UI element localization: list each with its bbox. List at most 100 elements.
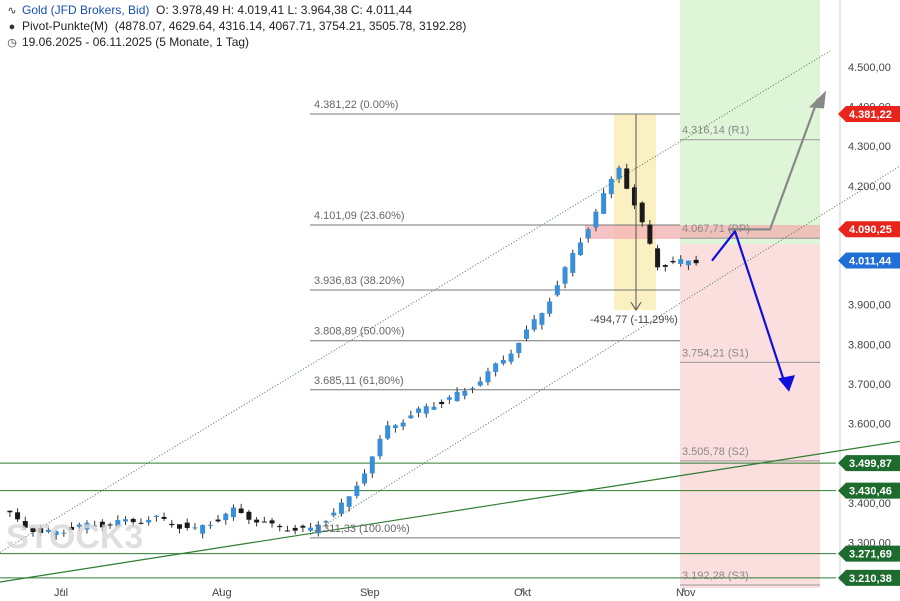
- y-tick-label-2: 3.600,00: [848, 419, 891, 431]
- x-tick-label-1: Aug: [212, 587, 232, 599]
- candle-body-19: [153, 515, 159, 517]
- fib-label-3: 3.808,89 (50.00%): [314, 326, 405, 338]
- candle-body-51: [400, 422, 406, 427]
- candle-body-83: [647, 224, 653, 244]
- candle-body-64: [500, 359, 506, 364]
- chart-line-icon: ∿: [7, 5, 17, 17]
- pivot-label-0: 4.316,14 (R1): [682, 125, 749, 137]
- candle-body-42: [331, 512, 337, 516]
- candle-body-50: [392, 425, 398, 429]
- y-tick-label-1: 3.400,00: [848, 498, 891, 510]
- price-tag-label-1: 4.090,25: [849, 224, 892, 236]
- candle-body-27: [215, 519, 221, 522]
- candle-body-41: [323, 520, 329, 523]
- candle-body-14: [115, 520, 121, 527]
- candle-body-29: [230, 507, 236, 518]
- correction-annotation: -494,77 (-11,29%): [590, 314, 678, 326]
- clock-icon: ◷: [7, 37, 17, 49]
- price-tag-3: [838, 455, 900, 472]
- candle-body-46: [362, 473, 368, 484]
- candle-body-30: [238, 508, 244, 514]
- candle-body-75: [585, 229, 591, 239]
- candle-body-59: [462, 390, 468, 396]
- candle-body-28: [223, 513, 229, 521]
- bearish-target-zone: [680, 244, 820, 588]
- candle-body-18: [146, 519, 152, 523]
- candle-body-77: [601, 193, 607, 214]
- price-tag-label-6: 3.210,38: [849, 573, 892, 585]
- watermark-text: STOCK3: [6, 518, 143, 556]
- candle-body-31: [246, 511, 252, 520]
- fib-label-1: 4.101,09 (23.60%): [314, 210, 405, 222]
- fib-label-5: 3.311,33 (100.00%): [314, 523, 410, 535]
- candle-body-0: [7, 510, 13, 513]
- dotted-channel-lower: [309, 165, 900, 535]
- candle-body-54: [423, 406, 429, 414]
- candle-body-82: [639, 202, 645, 223]
- bearish-arrow-head: [778, 375, 795, 392]
- candle-body-49: [385, 425, 391, 439]
- candle-body-38: [300, 525, 306, 528]
- candle-body-9: [76, 524, 82, 527]
- candle-body-39: [308, 527, 314, 531]
- candle-body-20: [161, 516, 167, 519]
- price-tag-5: [838, 545, 900, 562]
- candle-body-5: [45, 529, 51, 532]
- y-tick-label-7: 4.300,00: [848, 141, 891, 153]
- price-tag-2: [838, 252, 900, 269]
- candle-body-67: [524, 329, 529, 339]
- candle-body-68: [531, 319, 537, 330]
- chart-header-pivots: ● Pivot-Punkte(M) (4878.07, 4629.64, 4316…: [6, 19, 467, 33]
- candle-body-7: [61, 532, 67, 534]
- bearish-scenario-arrow: [711, 229, 787, 385]
- price-tag-1: [838, 221, 900, 238]
- candle-body-25: [200, 525, 206, 534]
- candle-body-58: [454, 391, 460, 402]
- x-tick-label-3: Okt: [514, 587, 531, 599]
- price-tag-label-4: 3.430,46: [849, 486, 892, 498]
- candle-body-61: [477, 381, 483, 386]
- chart-header-instrument: ∿ Gold (JFD Brokers, Bid) O: 3.978,49 H: …: [6, 3, 412, 17]
- candle-body-76: [593, 211, 599, 228]
- y-tick-label-9: 4.500,00: [848, 62, 891, 74]
- candle-body-2: [22, 520, 28, 528]
- long-term-trendline: [0, 440, 900, 583]
- candle-body-36: [284, 530, 290, 532]
- price-tag-label-3: 3.499,87: [849, 458, 892, 470]
- candle-body-45: [354, 485, 360, 496]
- candle-body-40: [315, 524, 321, 534]
- candle-body-62: [485, 371, 491, 383]
- candle-body-70: [547, 301, 553, 314]
- price-tag-label-2: 4.011,44: [849, 255, 892, 267]
- y-tick-label-3: 3.700,00: [848, 379, 891, 391]
- candle-body-65: [508, 353, 514, 362]
- instrument-label[interactable]: Gold (JFD Brokers, Bid): [22, 3, 150, 17]
- candle-body-1: [15, 512, 21, 520]
- fib-label-0: 4.381,22 (0.00%): [314, 99, 398, 111]
- pivot-values: (4878.07, 4629.64, 4316.14, 4067.71, 375…: [114, 19, 467, 33]
- candle-body-69: [539, 313, 545, 325]
- x-tick-label-0: Jul: [54, 587, 68, 599]
- candle-body-17: [138, 522, 144, 524]
- candle-body-35: [277, 525, 283, 528]
- candle-body-53: [416, 408, 422, 413]
- candle-body-34: [269, 520, 275, 524]
- price-tag-label-0: 4.381,22: [849, 109, 892, 121]
- date-range-label: 19.06.2025 - 06.11.2025 (5 Monate, 1 Tag…: [22, 35, 250, 49]
- candle-body-37: [292, 527, 298, 531]
- correction-arrow-head: [630, 301, 642, 312]
- bullish-scenario-arrow: [728, 98, 820, 231]
- pivot-label[interactable]: Pivot-Punkte(M): [22, 19, 109, 33]
- pivot-label-4: 3.192,28 (S3): [682, 570, 749, 582]
- candle-body-26: [207, 524, 213, 526]
- candle-body-55: [431, 406, 437, 410]
- candle-body-78: [608, 178, 614, 195]
- indicator-dot-icon: ●: [8, 21, 16, 33]
- candle-body-32: [254, 519, 260, 523]
- candle-body-22: [177, 524, 182, 529]
- price-tag-label-5: 3.271,69: [849, 549, 892, 561]
- candle-body-3: [30, 527, 36, 532]
- candle-body-74: [577, 242, 583, 256]
- y-tick-label-5: 3.900,00: [848, 300, 891, 312]
